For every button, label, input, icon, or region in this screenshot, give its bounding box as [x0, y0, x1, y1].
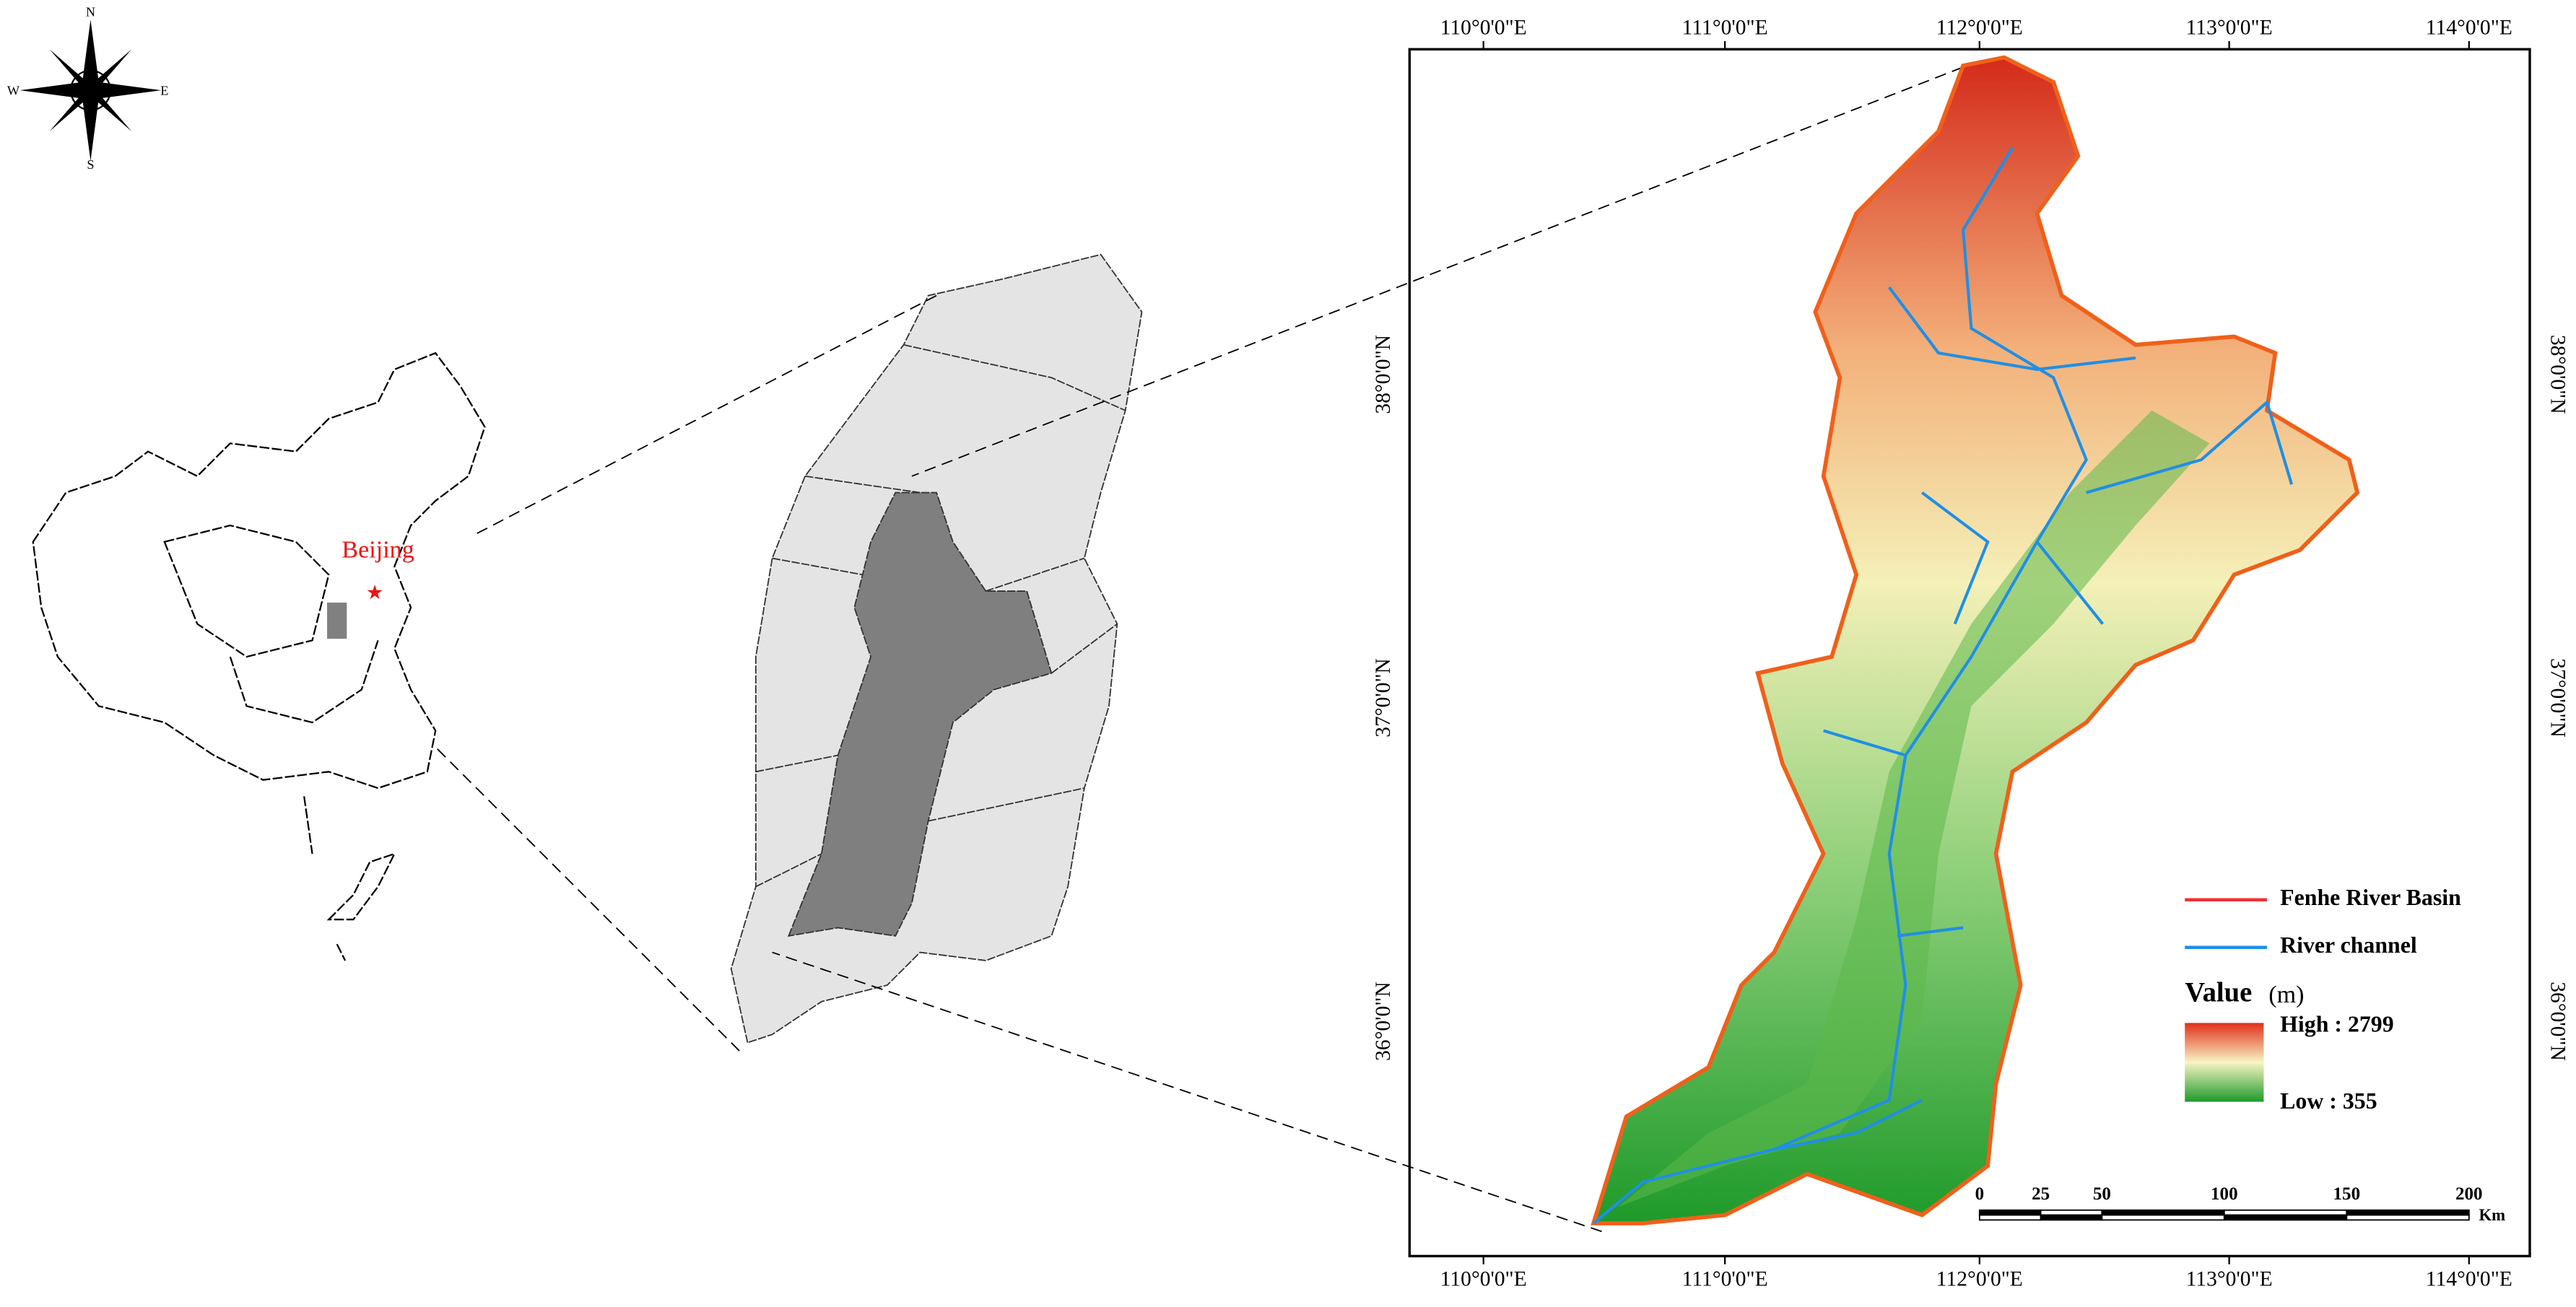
scale-tick-label: 50	[2093, 1184, 2111, 1204]
shanxi-province	[730, 253, 1143, 1044]
lon-label-bottom: 112°0'0"E	[1936, 1267, 2023, 1290]
lat-label-left: 36°0'0"N	[1372, 982, 1395, 1061]
map-frame	[1408, 48, 2531, 1258]
lat-label-left: 38°0'0"N	[1372, 335, 1395, 414]
legend-value-unit: (m)	[2268, 982, 2304, 1008]
beijing-star: ★	[366, 582, 383, 603]
valley	[1618, 410, 2210, 1207]
lon-label-bottom: 114°0'0"E	[2426, 1267, 2512, 1290]
lat-label-right: 36°0'0"N	[2546, 982, 2570, 1061]
compass: N S W E	[7, 4, 168, 172]
scale-tick-label: 0	[1975, 1184, 1985, 1204]
connectors	[435, 60, 1980, 1233]
scale-tick-label: 200	[2455, 1184, 2483, 1204]
scale-segment	[2040, 1209, 2103, 1216]
beijing-label: Beijing	[341, 536, 414, 563]
graticule-labels: 110°0'0"E 110°0'0"E 111°0'0"E 111°0'0"E 112°…	[1372, 17, 2570, 1291]
lon-label-top: 110°0'0"E	[1440, 17, 1527, 40]
legend-low: Low : 355	[2280, 1088, 2377, 1114]
scale-segment	[2101, 1209, 2225, 1216]
scale-tick-label: 150	[2333, 1184, 2361, 1204]
lon-label-bottom: 110°0'0"E	[1440, 1267, 1527, 1290]
legend-value-title: Value	[2185, 978, 2252, 1008]
scale-segment	[2346, 1209, 2470, 1216]
legend-river: River channel	[2280, 932, 2417, 958]
scale-segment	[2040, 1214, 2103, 1221]
lon-label-top: 112°0'0"E	[1936, 17, 2023, 40]
scale-segment	[1978, 1209, 2042, 1216]
legend-basin: Fenhe River Basin	[2280, 885, 2461, 910]
scale-unit: Km	[2479, 1206, 2505, 1224]
lon-label-bottom: 113°0'0"E	[2186, 1267, 2273, 1290]
compass-n: N	[86, 4, 95, 19]
lat-label-right: 38°0'0"N	[2546, 335, 2570, 414]
china-inset	[32, 351, 486, 961]
lon-label-top: 111°0'0"E	[1682, 17, 1768, 40]
legend-ramp	[2185, 1023, 2264, 1102]
compass-s: S	[87, 157, 94, 172]
legend-high: High : 2799	[2280, 1011, 2393, 1036]
compass-w: W	[7, 84, 20, 98]
scale-segment	[1978, 1214, 2042, 1221]
legend: Fenhe River Basin River channel Value (m…	[2185, 885, 2461, 1114]
compass-e: E	[160, 84, 168, 98]
lon-label-top: 114°0'0"E	[2426, 17, 2512, 40]
lon-label-bottom: 111°0'0"E	[1682, 1267, 1768, 1290]
scale-segment	[2223, 1209, 2348, 1216]
lat-label-left: 37°0'0"N	[1372, 658, 1395, 738]
scale-bar: 0 25 50 100 150 200 Km	[1975, 1184, 2506, 1224]
lat-label-right: 37°0'0"N	[2546, 658, 2570, 738]
scale-tick-label: 25	[2032, 1184, 2050, 1204]
rivers	[1592, 147, 2294, 1225]
scale-segment	[2101, 1214, 2225, 1221]
shanxi-inset	[327, 602, 347, 639]
lon-label-top: 113°0'0"E	[2186, 17, 2273, 40]
scale-segment	[2223, 1214, 2348, 1221]
scale-segment	[2346, 1214, 2470, 1221]
scale-tick-label: 100	[2211, 1184, 2238, 1204]
